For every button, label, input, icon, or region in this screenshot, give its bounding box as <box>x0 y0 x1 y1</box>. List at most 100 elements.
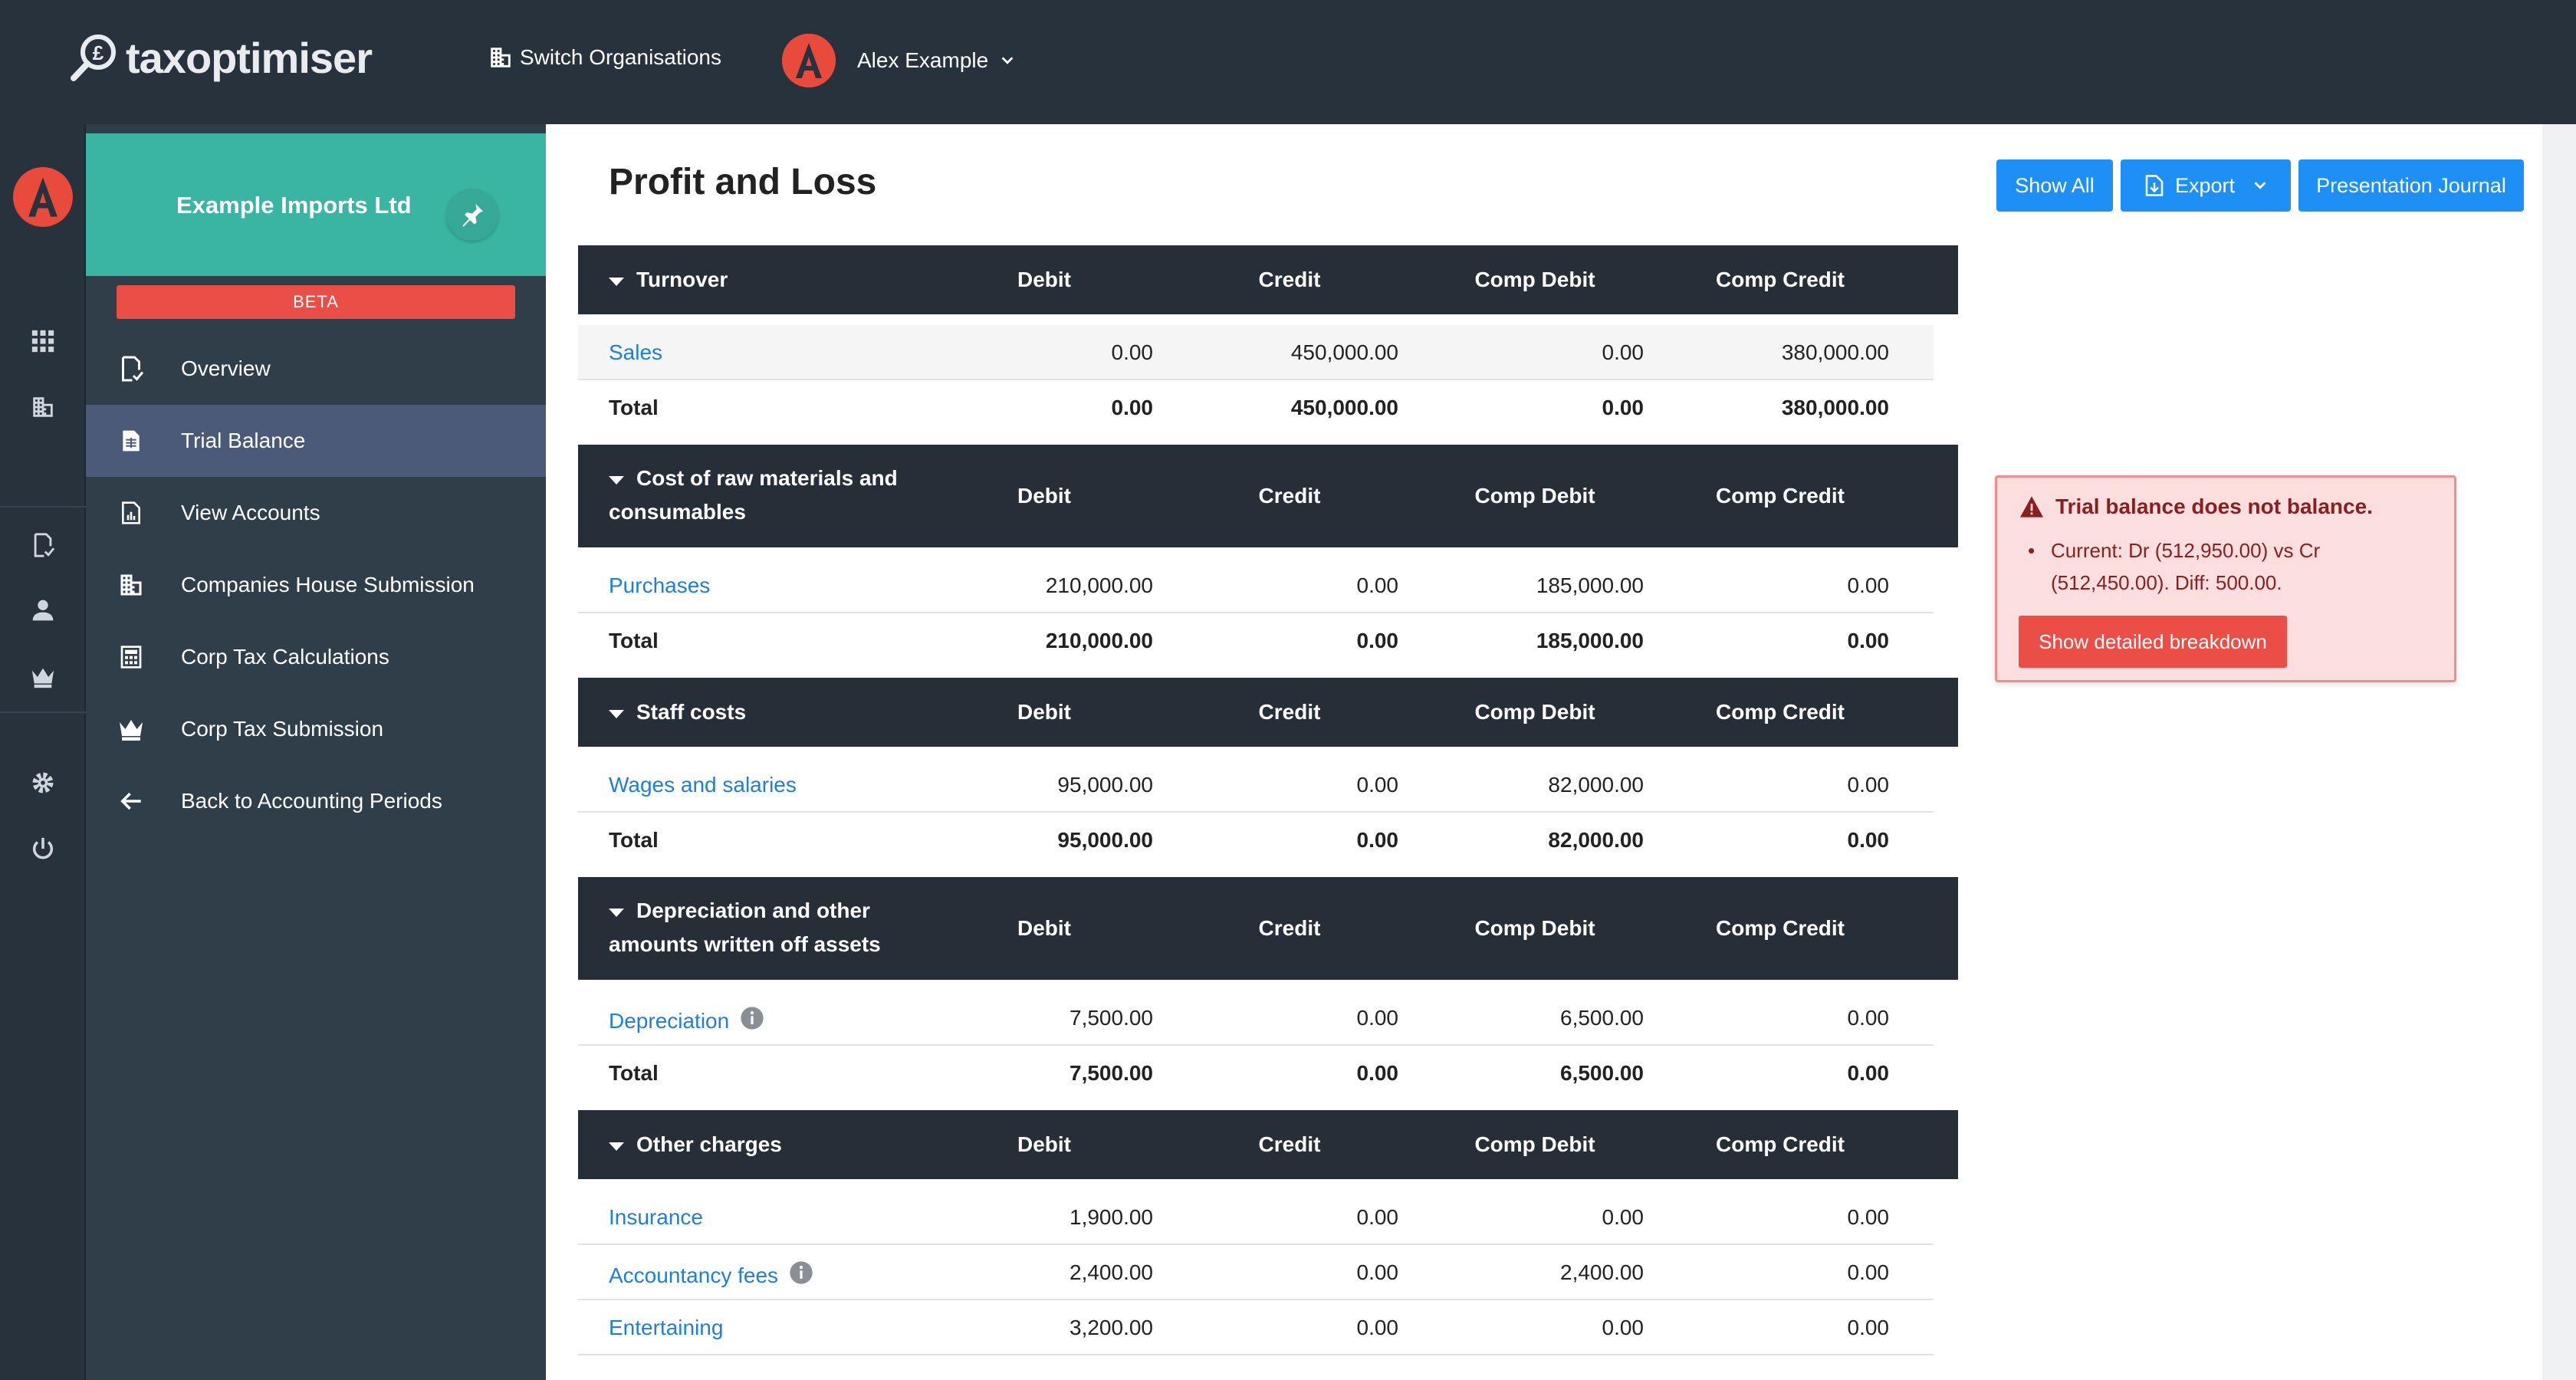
cell-comp-credit: 0.00 <box>1847 1205 1890 1229</box>
total-comp-credit: 0.00 <box>1847 629 1890 652</box>
sidebar-item-companies-house[interactable]: Companies House Submission <box>86 549 546 621</box>
table-row: Entertaining 3,200.00 0.00 0.00 0.00 <box>578 1300 1934 1355</box>
svg-text:£: £ <box>93 41 104 64</box>
rail-apps[interactable] <box>0 328 86 354</box>
section-title: Staff costs <box>636 700 747 724</box>
total-comp-debit: 82,000.00 <box>1548 828 1644 852</box>
section-header[interactable]: Depreciation and other amounts written of… <box>578 877 1958 980</box>
total-comp-credit: 0.00 <box>1847 1061 1890 1085</box>
total-debit: 95,000.00 <box>1057 828 1153 852</box>
show-detailed-breakdown-button[interactable]: Show detailed breakdown <box>2019 616 2287 668</box>
section-title-line-2: amounts written off assets <box>609 932 881 956</box>
section-title: Cost of raw materials and <box>636 466 898 490</box>
cell-comp-credit: 0.00 <box>1847 1316 1890 1339</box>
document-check-icon <box>122 356 144 382</box>
pin-button[interactable] <box>446 189 498 241</box>
account-link[interactable]: Wages and salaries <box>609 773 797 797</box>
section-table: Other charges Debit Credit Comp Debit Comp C… <box>578 1110 1958 1355</box>
rail-logout[interactable] <box>0 836 86 862</box>
section-title: Turnover <box>636 268 728 291</box>
rail-settings[interactable] <box>0 770 86 796</box>
sidebar-item-label: Trial Balance <box>181 429 306 452</box>
user-menu[interactable]: Alex Example <box>782 34 1016 87</box>
sidebar-item-label: Companies House Submission <box>181 573 475 596</box>
cell-debit: 210,000.00 <box>1045 573 1153 597</box>
sidebar-item-view-accounts[interactable]: View Accounts <box>86 477 546 549</box>
organisation-name: Example Imports Ltd <box>176 192 412 219</box>
sidebar-item-corp-tax-calculations[interactable]: Corp Tax Calculations <box>86 621 546 693</box>
account-link[interactable]: Entertaining <box>609 1316 724 1339</box>
column-header-debit: Debit <box>1017 268 1071 291</box>
document-check-icon <box>34 533 55 557</box>
chevron-down-icon <box>1001 57 1014 64</box>
cell-comp-credit: 380,000.00 <box>1781 340 1889 364</box>
sidebar-item-label: Back to Accounting Periods <box>181 789 442 813</box>
total-debit: 0.00 <box>1111 396 1154 419</box>
rail-avatar[interactable] <box>0 167 86 227</box>
cell-comp-debit: 185,000.00 <box>1536 573 1644 597</box>
total-debit: 7,500.00 <box>1070 1061 1153 1085</box>
switch-organisations-link[interactable]: Switch Organisations <box>488 44 721 71</box>
page-scrollbar[interactable] <box>2542 124 2576 1380</box>
chevron-down-icon <box>2254 182 2266 189</box>
column-header-credit: Credit <box>1258 1132 1321 1156</box>
user-name: Alex Example <box>857 48 989 72</box>
presentation-journal-button[interactable]: Presentation Journal <box>2298 159 2524 212</box>
caret-down-icon <box>609 909 624 917</box>
chart-document-icon <box>122 501 140 524</box>
section-title: Depreciation and other <box>636 899 870 922</box>
column-header-credit: Credit <box>1258 700 1321 724</box>
account-link[interactable]: Sales <box>609 340 663 364</box>
top-bar: £ taxoptimiser Switch Organisations Alex… <box>0 0 2576 124</box>
account-link[interactable]: Purchases <box>609 573 711 597</box>
rail-documents[interactable] <box>0 532 86 558</box>
account-link[interactable]: Accountancy fees <box>609 1263 779 1287</box>
total-row: Total 210,000.00 0.00 185,000.00 0.00 <box>578 613 1934 669</box>
sidebar-item-corp-tax-submission[interactable]: Corp Tax Submission <box>86 693 546 765</box>
user-icon <box>32 600 54 621</box>
cell-credit: 450,000.00 <box>1290 340 1398 364</box>
column-header-debit: Debit <box>1017 916 1071 940</box>
section-header[interactable]: Other charges Debit Credit Comp Debit Comp C… <box>578 1110 1958 1179</box>
section-header[interactable]: Turnover Debit Credit Comp Debit Comp Credit <box>578 245 1958 314</box>
account-link[interactable]: Depreciation <box>609 1008 730 1033</box>
building-icon <box>33 397 53 417</box>
brand-logo[interactable]: £ taxoptimiser <box>67 31 373 84</box>
pin-icon <box>462 203 484 227</box>
grid-icon <box>31 330 54 353</box>
sidebar-item-overview[interactable]: Overview <box>86 333 546 405</box>
column-header-debit: Debit <box>1017 700 1071 724</box>
sidebar-item-trial-balance[interactable]: Trial Balance <box>86 405 546 477</box>
avatar <box>782 34 836 87</box>
magnifier-pound-icon: £ <box>67 31 121 84</box>
column-header-comp-credit: Comp Credit <box>1716 484 1845 508</box>
section-header[interactable]: Cost of raw materials and consumables Debi… <box>578 445 1958 547</box>
cell-debit: 0.00 <box>1111 340 1154 364</box>
caret-down-icon <box>609 476 624 485</box>
rail-tax[interactable] <box>0 664 86 690</box>
info-icon[interactable] <box>740 1006 764 1036</box>
cell-comp-debit: 82,000.00 <box>1548 773 1644 797</box>
total-debit: 210,000.00 <box>1045 629 1153 652</box>
cell-credit: 0.00 <box>1356 573 1399 597</box>
info-icon[interactable] <box>789 1260 813 1290</box>
ledger-icon <box>123 430 140 452</box>
account-link[interactable]: Insurance <box>609 1205 703 1229</box>
column-header-comp-credit: Comp Credit <box>1716 1132 1845 1156</box>
total-credit: 450,000.00 <box>1290 396 1398 419</box>
total-credit: 0.00 <box>1356 1061 1399 1085</box>
section-header[interactable]: Staff costs Debit Credit Comp Debit Comp Cre… <box>578 678 1958 747</box>
show-all-button[interactable]: Show All <box>1996 159 2113 212</box>
rail-users[interactable] <box>0 598 86 623</box>
sidebar-item-label: Corp Tax Calculations <box>181 645 389 669</box>
rail-organisations[interactable] <box>0 394 86 420</box>
export-button[interactable]: Export <box>2121 159 2291 212</box>
table-row: Wages and salaries 95,000.00 0.00 82,000.00… <box>578 757 1934 813</box>
section-title: Other charges <box>636 1132 782 1156</box>
building-icon <box>491 48 511 67</box>
table-row: Purchases 210,000.00 0.00 185,000.00 0.00 <box>578 558 1934 613</box>
section-table: Cost of raw materials and consumables Debi… <box>578 445 1958 669</box>
sidebar-item-label: Corp Tax Submission <box>181 717 384 741</box>
sidebar-item-back-to-accounting-periods[interactable]: Back to Accounting Periods <box>86 765 546 837</box>
rail-divider <box>0 506 86 508</box>
